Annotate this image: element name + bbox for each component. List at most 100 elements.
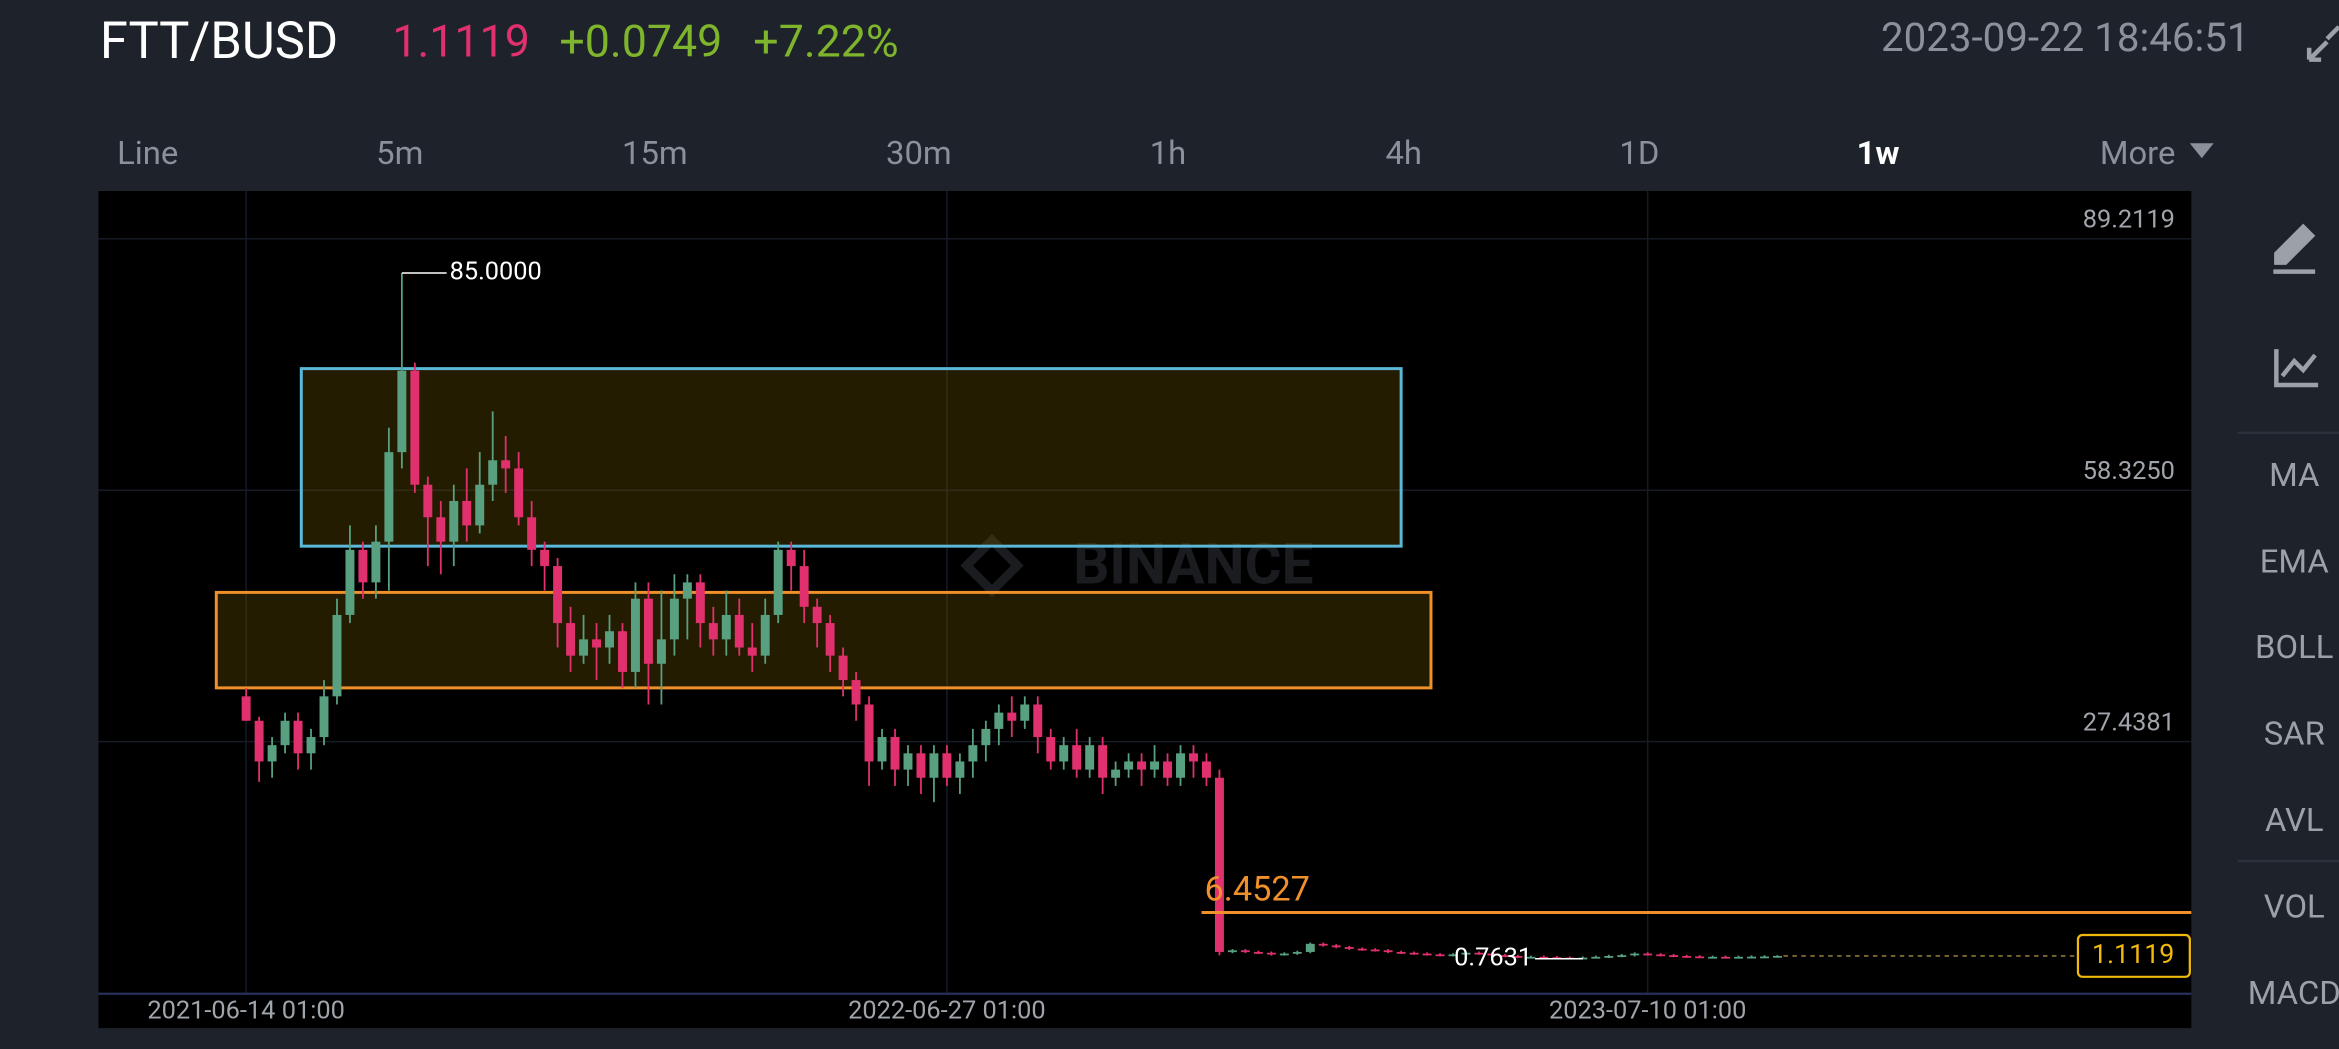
- candle-body: [760, 614, 770, 656]
- candle-body: [345, 549, 355, 615]
- candle-body: [708, 623, 718, 640]
- indicator-tab[interactable]: VOL: [2264, 888, 2325, 926]
- x-tick-label: 2022-06-27 01:00: [848, 995, 1045, 1025]
- timeframe-tab[interactable]: 1h: [1150, 135, 1187, 173]
- candle-body: [501, 460, 511, 469]
- candle-body: [371, 541, 381, 583]
- candle-body: [812, 606, 822, 624]
- candle-body: [1448, 954, 1458, 957]
- candle-body: [1695, 956, 1705, 959]
- candle-body: [1682, 956, 1692, 958]
- price: 1.1119: [392, 15, 530, 68]
- candle-body: [605, 631, 614, 648]
- draw-icon[interactable]: [2273, 223, 2316, 274]
- collapse-icon[interactable]: [2306, 25, 2339, 62]
- candle-body: [1085, 745, 1095, 770]
- watermark: BINANCE: [1073, 530, 1313, 597]
- candle-body: [1643, 953, 1653, 956]
- pair: FTT/BUSD: [100, 12, 338, 71]
- candle-body: [475, 484, 485, 526]
- side-panel: [2237, 190, 2339, 1049]
- timeframe-tab[interactable]: More: [2100, 135, 2176, 173]
- candle-body: [1227, 950, 1237, 953]
- candle-body: [968, 745, 978, 762]
- candle-body: [1266, 952, 1276, 955]
- timeframe-tab[interactable]: 1D: [1619, 135, 1659, 173]
- candle-body: [1279, 953, 1289, 956]
- last-price-box: [2076, 933, 2191, 978]
- tabs: Line 5m 15m 30m 1h 4h 1D 1w More: [117, 135, 2214, 173]
- candle-body: [1357, 948, 1367, 951]
- candle-body: [1072, 745, 1082, 770]
- candle-body: [293, 720, 303, 754]
- candle-body: [1059, 745, 1069, 762]
- timeframe-tab[interactable]: 1w: [1857, 135, 1900, 173]
- candle-body: [1007, 712, 1017, 721]
- candle-body: [1318, 943, 1328, 946]
- candle-body: [1240, 950, 1250, 953]
- candle-body: [929, 753, 939, 778]
- candle-body: [877, 737, 887, 762]
- candle-body: [410, 370, 420, 485]
- candle-body: [436, 517, 446, 542]
- candle-body: [1617, 955, 1627, 957]
- candle-body: [1604, 956, 1614, 958]
- candle-body: [682, 582, 692, 599]
- timeframe-tab[interactable]: 5m: [376, 135, 423, 173]
- candle-body: [838, 655, 848, 681]
- candle-body: [540, 549, 550, 567]
- candle-body: [994, 712, 1004, 729]
- candle-body: [618, 631, 627, 672]
- indicator-tab[interactable]: EMA: [2260, 544, 2329, 582]
- candle-body: [786, 549, 796, 567]
- indicator-tab[interactable]: SAR: [2264, 715, 2325, 753]
- indicator-icon[interactable]: [2274, 349, 2319, 388]
- indicator-tab[interactable]: AVL: [2265, 802, 2324, 840]
- candle-body: [1046, 737, 1056, 762]
- candle-body: [1331, 945, 1341, 948]
- candle-body: [553, 566, 563, 624]
- more-arrow: [2189, 143, 2214, 159]
- candle-body: [981, 728, 991, 746]
- candle-body: [1734, 956, 1744, 959]
- timeframe-tab[interactable]: 30m: [886, 135, 952, 173]
- y-tick-label: 27.4381: [2083, 707, 2175, 737]
- indicator-tab[interactable]: MACD: [2248, 975, 2339, 1013]
- timeframe-tab[interactable]: 4h: [1385, 135, 1422, 173]
- candle-body: [1747, 956, 1756, 959]
- x-tick-label: 2023-07-10 01:00: [1549, 995, 1746, 1025]
- candle-body: [449, 500, 459, 542]
- candle-body: [1344, 947, 1354, 949]
- candle-body: [397, 370, 407, 453]
- timeframe-tab[interactable]: Line: [117, 135, 178, 173]
- candle-body: [1033, 704, 1043, 738]
- candle-body: [864, 704, 874, 762]
- candle-body: [1305, 943, 1315, 952]
- candle-body: [319, 696, 329, 738]
- candle-body: [241, 696, 251, 721]
- change: +0.0749: [559, 15, 722, 68]
- price-line-label: 6.4527: [1205, 870, 1310, 910]
- indicator-tab[interactable]: BOLL: [2255, 629, 2333, 667]
- candle-body: [1137, 761, 1147, 770]
- candle-body: [773, 549, 783, 615]
- candle-body: [358, 549, 368, 583]
- candle-body: [566, 623, 576, 656]
- timeframe-tab[interactable]: 15m: [622, 135, 688, 173]
- candle-body: [1292, 951, 1302, 954]
- zone: [214, 590, 1433, 690]
- indicator-tab[interactable]: MA: [2269, 457, 2319, 495]
- candle-body: [1526, 956, 1536, 959]
- candle-body: [1435, 954, 1445, 957]
- candle-body: [1214, 777, 1224, 952]
- candle-body: [825, 623, 835, 656]
- candle-body: [1409, 952, 1419, 955]
- candle-body: [1111, 769, 1121, 778]
- candle-body: [1591, 956, 1601, 959]
- candle-body: [656, 639, 666, 664]
- candle-body: [384, 452, 394, 542]
- candle-body: [527, 517, 537, 550]
- candle-body: [890, 737, 900, 770]
- candle-body: [799, 566, 809, 607]
